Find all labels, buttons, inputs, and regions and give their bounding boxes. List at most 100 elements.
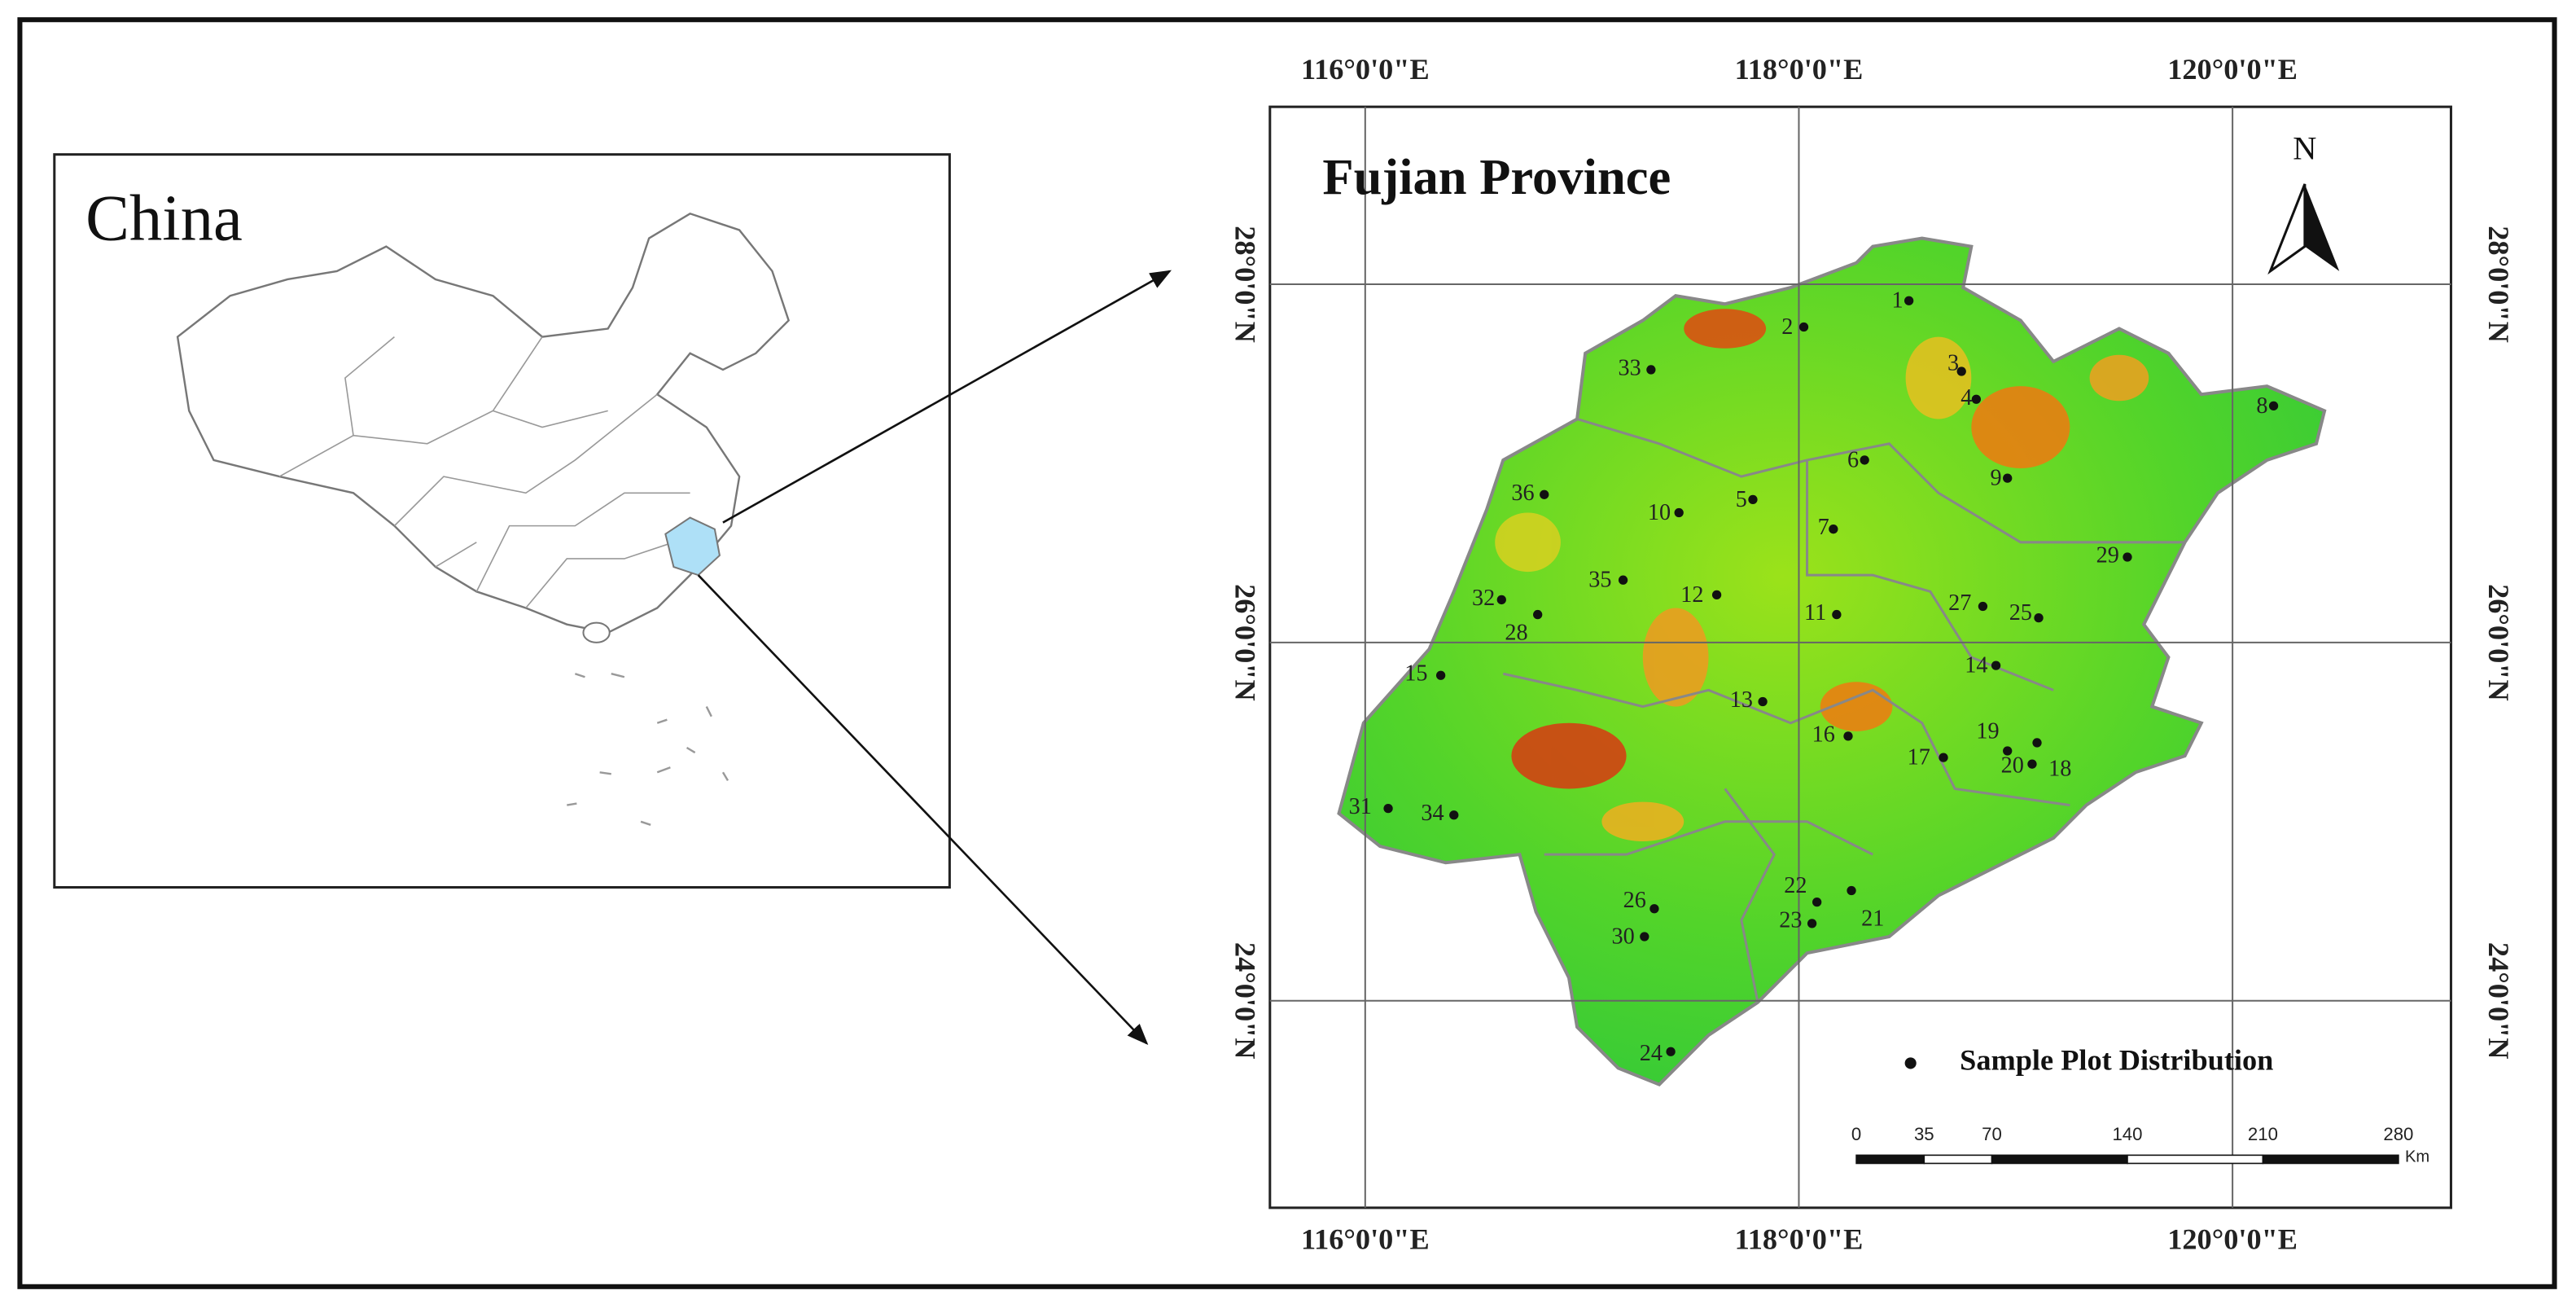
scale-segment bbox=[2127, 1154, 2264, 1165]
plot-marker bbox=[1843, 731, 1853, 741]
plot-label: 27 bbox=[1948, 590, 1971, 616]
province-borders bbox=[278, 336, 690, 609]
plot-label: 21 bbox=[1861, 906, 1884, 931]
plot-label: 11 bbox=[1804, 600, 1826, 625]
patch bbox=[1601, 801, 1684, 842]
inset-title: China bbox=[85, 182, 243, 255]
plot-marker bbox=[1812, 898, 1822, 907]
plot-label: 36 bbox=[1511, 481, 1534, 506]
plot-marker bbox=[1711, 590, 1722, 600]
lon-label: 118°0'0"E bbox=[1735, 1222, 1864, 1255]
district-borders bbox=[1502, 418, 2185, 1003]
plot-label: 25 bbox=[2009, 600, 2032, 625]
plot-label: 28 bbox=[1505, 620, 1527, 645]
plot-label: 30 bbox=[1611, 924, 1634, 950]
plot-marker bbox=[1640, 932, 1649, 941]
plot-label: 12 bbox=[1680, 582, 1703, 608]
map-title: Fujian Province bbox=[1322, 148, 1671, 205]
plot-marker bbox=[2123, 552, 2132, 562]
plot-marker bbox=[1646, 365, 1656, 375]
scale-label: 35 bbox=[1914, 1124, 1934, 1144]
plot-marker bbox=[1860, 455, 1869, 465]
lat-label: 28°0'0"N bbox=[2482, 226, 2515, 343]
patch bbox=[1820, 682, 1893, 731]
plot-marker bbox=[1978, 601, 1988, 612]
plot-label: 13 bbox=[1730, 687, 1753, 713]
plot-marker bbox=[2268, 401, 2279, 410]
legend-label: Sample Plot Distribution bbox=[1960, 1043, 2273, 1076]
north-label: N bbox=[2293, 130, 2316, 167]
plot-label: 22 bbox=[1784, 873, 1807, 898]
lat-label: 26°0'0"N bbox=[2482, 584, 2515, 701]
arrow bbox=[722, 270, 1172, 524]
hainan bbox=[582, 621, 611, 643]
plot-marker bbox=[1533, 609, 1543, 620]
lon-label: 120°0'0"E bbox=[2167, 1222, 2298, 1255]
plot-marker bbox=[1496, 595, 1506, 605]
plot-marker bbox=[2027, 759, 2037, 769]
legend-marker bbox=[1904, 1057, 1917, 1069]
scale-label: 70 bbox=[1982, 1124, 2002, 1144]
lon-label: 116°0'0"E bbox=[1301, 1222, 1430, 1255]
china-outline bbox=[176, 212, 791, 634]
plot-marker bbox=[1540, 489, 1549, 499]
plot-label: 23 bbox=[1779, 907, 1802, 933]
plot-marker bbox=[1847, 885, 1856, 896]
plot-label: 32 bbox=[1472, 586, 1495, 611]
plot-marker bbox=[1674, 507, 1684, 518]
plot-marker bbox=[1807, 919, 1817, 928]
scale-label: 280 bbox=[2383, 1124, 2413, 1144]
plot-marker bbox=[1832, 609, 1842, 620]
plot-label: 6 bbox=[1847, 447, 1859, 472]
scale-segment bbox=[1855, 1154, 1925, 1165]
plot-marker bbox=[1971, 394, 1982, 404]
plot-label: 5 bbox=[1736, 487, 1747, 512]
arrow bbox=[697, 574, 1149, 1046]
plot-label: 15 bbox=[1404, 661, 1427, 687]
plot-marker bbox=[1829, 525, 1838, 534]
patch bbox=[1971, 386, 2070, 469]
plot-label: 19 bbox=[1976, 718, 1999, 744]
plot-marker bbox=[1649, 904, 1659, 914]
plot-marker bbox=[1383, 804, 1393, 814]
plot-label: 10 bbox=[1648, 500, 1671, 525]
scale-label: 0 bbox=[1851, 1124, 1861, 1144]
plot-marker bbox=[1618, 575, 1628, 585]
lat-label: 28°0'0"N bbox=[1229, 226, 1261, 343]
plot-label: 29 bbox=[2096, 542, 2119, 568]
plot-marker bbox=[2034, 612, 2044, 623]
plot-label: 8 bbox=[2256, 393, 2267, 419]
plot-label: 9 bbox=[1991, 466, 2002, 491]
lat-label: 26°0'0"N bbox=[1229, 584, 1261, 701]
plot-label: 4 bbox=[1960, 385, 1972, 410]
plot-marker bbox=[1449, 810, 1459, 820]
lat-label: 24°0'0"N bbox=[1229, 942, 1261, 1060]
plot-label: 17 bbox=[1908, 745, 1930, 770]
lon-label: 118°0'0"E bbox=[1735, 53, 1864, 86]
fujian-landcover bbox=[1337, 236, 2327, 1086]
plot-label: 3 bbox=[1947, 350, 1959, 375]
plot-marker bbox=[1991, 661, 2001, 670]
patch bbox=[1495, 512, 1561, 573]
patch bbox=[1511, 722, 1627, 789]
scale-segment bbox=[1991, 1154, 2128, 1165]
plot-label: 18 bbox=[2048, 757, 2071, 782]
plot-marker bbox=[1758, 696, 1768, 707]
plot-label: 2 bbox=[1781, 314, 1793, 340]
plot-label: 34 bbox=[1421, 801, 1444, 826]
patch bbox=[1642, 608, 1709, 707]
scale-label: 140 bbox=[2112, 1124, 2142, 1144]
plot-label: 7 bbox=[1818, 515, 1829, 540]
scale-unit: Km bbox=[2405, 1148, 2429, 1165]
plot-marker bbox=[1666, 1047, 1676, 1056]
plot-label: 14 bbox=[1965, 653, 1987, 678]
plot-marker bbox=[2003, 473, 2013, 483]
elevation-patches bbox=[1495, 309, 2149, 842]
islands bbox=[567, 673, 729, 826]
plot-marker bbox=[1748, 494, 1758, 504]
plot-marker bbox=[1435, 670, 1446, 680]
patch bbox=[1905, 336, 1972, 419]
plot-label: 33 bbox=[1619, 355, 1641, 380]
